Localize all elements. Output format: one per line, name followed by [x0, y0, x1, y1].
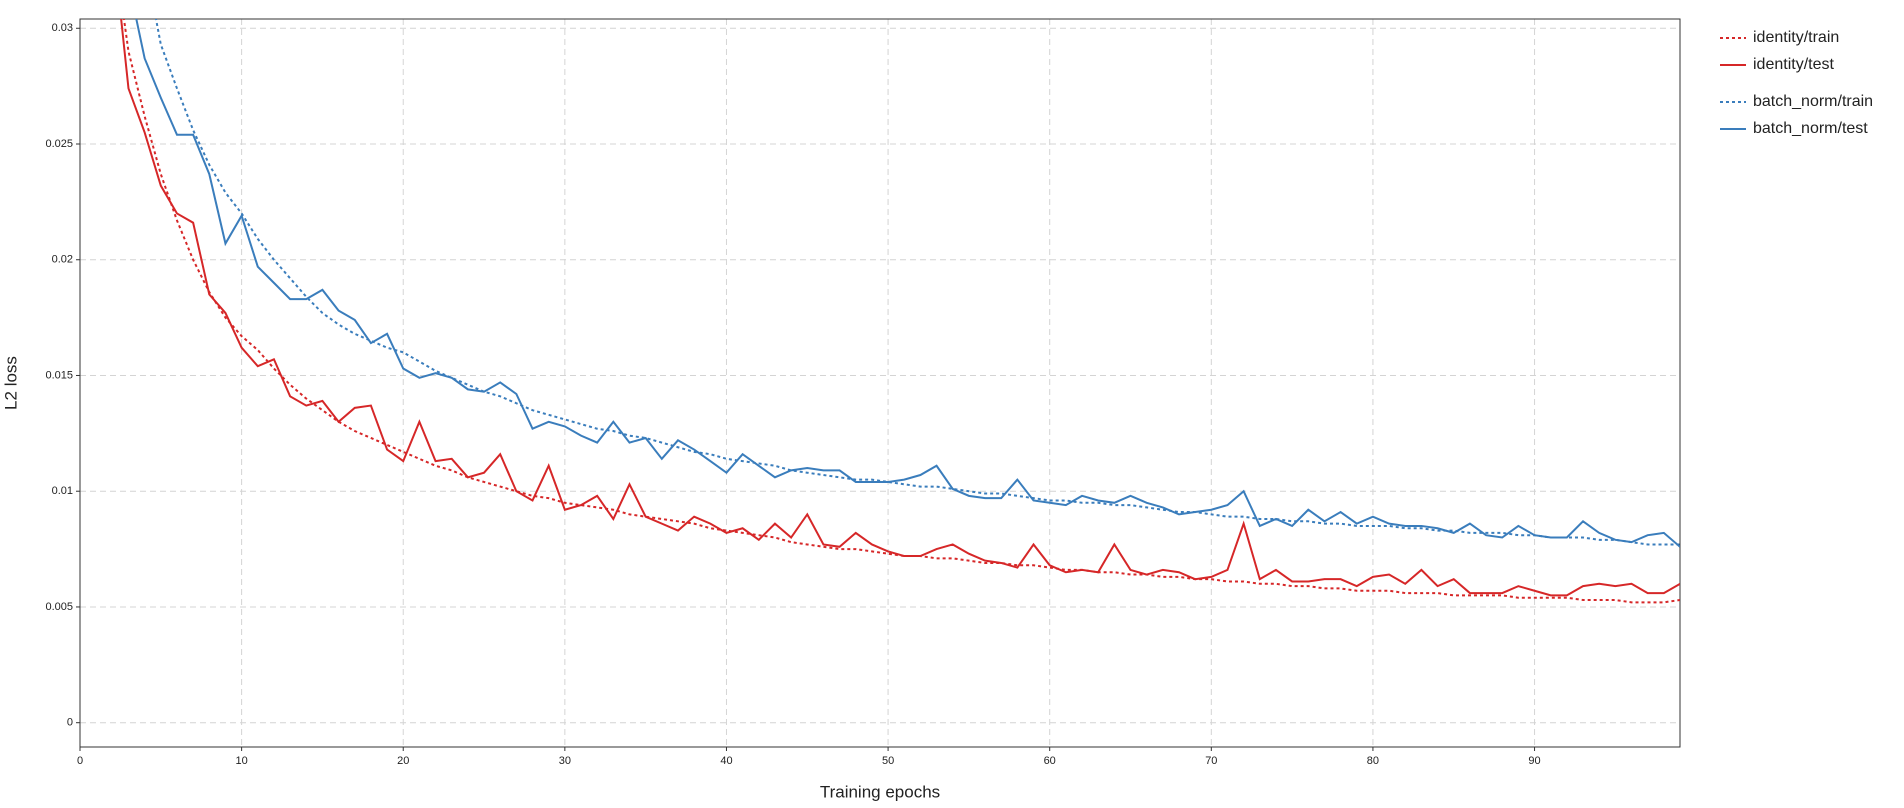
line-series [120, 19, 1680, 597]
plot-area [120, 19, 1680, 604]
legend-label: identity/test [1753, 56, 1834, 73]
x-tick-label: 90 [1528, 755, 1540, 767]
y-tick-label: 0.02 [52, 254, 73, 266]
y-tick-label: 0 [67, 717, 73, 729]
legend-label: batch_norm/train [1753, 93, 1873, 110]
y-tick-label: 0.03 [52, 22, 73, 34]
legend-label: identity/train [1753, 29, 1839, 46]
line-series [154, 19, 1680, 546]
x-tick-label: 10 [235, 755, 247, 767]
x-tick-label: 0 [77, 755, 83, 767]
x-tick-label: 40 [720, 755, 732, 767]
y-tick-label: 0.015 [45, 369, 73, 381]
plot-frame [79, 18, 1681, 748]
x-tick-label: 50 [882, 755, 894, 767]
y-tick-label: 0.025 [45, 138, 73, 150]
line-series [135, 19, 1680, 548]
x-tick-label: 80 [1367, 755, 1379, 767]
x-tick-label: 70 [1205, 755, 1217, 767]
x-axis-label: Training epochs [820, 782, 940, 801]
y-axis-label: L2 loss [1, 356, 20, 410]
y-tick-label: 0.005 [45, 601, 73, 613]
x-tick-label: 20 [397, 755, 409, 767]
x-tick-label: 30 [559, 755, 571, 767]
x-tick-label: 60 [1044, 755, 1056, 767]
line-series [122, 19, 1680, 604]
legend-label: batch_norm/test [1753, 120, 1868, 137]
y-tick-label: 0.01 [52, 485, 73, 497]
